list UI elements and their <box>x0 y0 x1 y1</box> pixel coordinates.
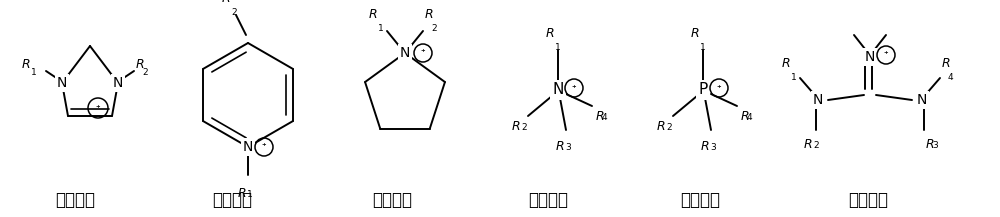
Text: 2: 2 <box>231 8 237 17</box>
Text: N: N <box>865 50 875 64</box>
Text: N: N <box>400 46 410 60</box>
Text: R: R <box>596 110 605 123</box>
Text: N: N <box>113 76 123 90</box>
Text: N: N <box>552 82 564 97</box>
Text: 4: 4 <box>602 113 608 122</box>
Text: R: R <box>926 138 935 151</box>
Text: 3: 3 <box>932 141 938 150</box>
Text: R: R <box>21 59 30 71</box>
Text: R: R <box>221 0 230 5</box>
Text: 1: 1 <box>791 73 797 82</box>
Text: R: R <box>741 110 750 123</box>
Text: 3: 3 <box>565 143 571 152</box>
Text: 1: 1 <box>247 190 253 199</box>
Text: 4: 4 <box>747 113 753 122</box>
Text: ⁺: ⁺ <box>421 49 425 58</box>
Text: 结构式五: 结构式五 <box>680 191 720 209</box>
Text: P: P <box>698 82 708 97</box>
Text: 2: 2 <box>666 123 672 132</box>
Text: N: N <box>57 76 67 90</box>
Text: 2: 2 <box>431 24 437 33</box>
Text: R: R <box>136 59 145 71</box>
Text: R: R <box>555 140 564 153</box>
Text: R: R <box>656 120 665 133</box>
Text: N: N <box>243 140 253 154</box>
Text: R: R <box>700 140 709 153</box>
Text: R: R <box>237 187 246 200</box>
Text: ⁺: ⁺ <box>96 104 100 112</box>
Text: 2: 2 <box>813 141 819 150</box>
Text: R: R <box>368 8 377 21</box>
Text: 2: 2 <box>521 123 527 132</box>
Text: ⁺: ⁺ <box>262 143 266 151</box>
Text: 2: 2 <box>142 68 148 77</box>
Text: 结构式四: 结构式四 <box>528 191 568 209</box>
Text: R: R <box>690 27 699 40</box>
Text: R: R <box>545 27 554 40</box>
Text: 1: 1 <box>378 24 384 33</box>
Text: R: R <box>425 8 434 21</box>
Text: 结构式三: 结构式三 <box>372 191 412 209</box>
Text: 1: 1 <box>31 68 37 77</box>
Text: ⁺: ⁺ <box>717 84 721 92</box>
Text: ⁺: ⁺ <box>884 51 888 59</box>
Text: 结构式二: 结构式二 <box>212 191 252 209</box>
Text: R: R <box>803 138 812 151</box>
Text: 1: 1 <box>555 43 561 52</box>
Text: 3: 3 <box>710 143 716 152</box>
Text: 1: 1 <box>700 43 706 52</box>
Text: N: N <box>917 93 927 107</box>
Text: N: N <box>813 93 823 107</box>
Text: 4: 4 <box>948 73 954 82</box>
Text: ⁺: ⁺ <box>572 84 576 92</box>
Text: 结构式六: 结构式六 <box>848 191 888 209</box>
Text: R: R <box>942 57 951 70</box>
Text: R: R <box>511 120 520 133</box>
Text: R: R <box>781 57 790 70</box>
Text: 结构式一: 结构式一 <box>55 191 95 209</box>
